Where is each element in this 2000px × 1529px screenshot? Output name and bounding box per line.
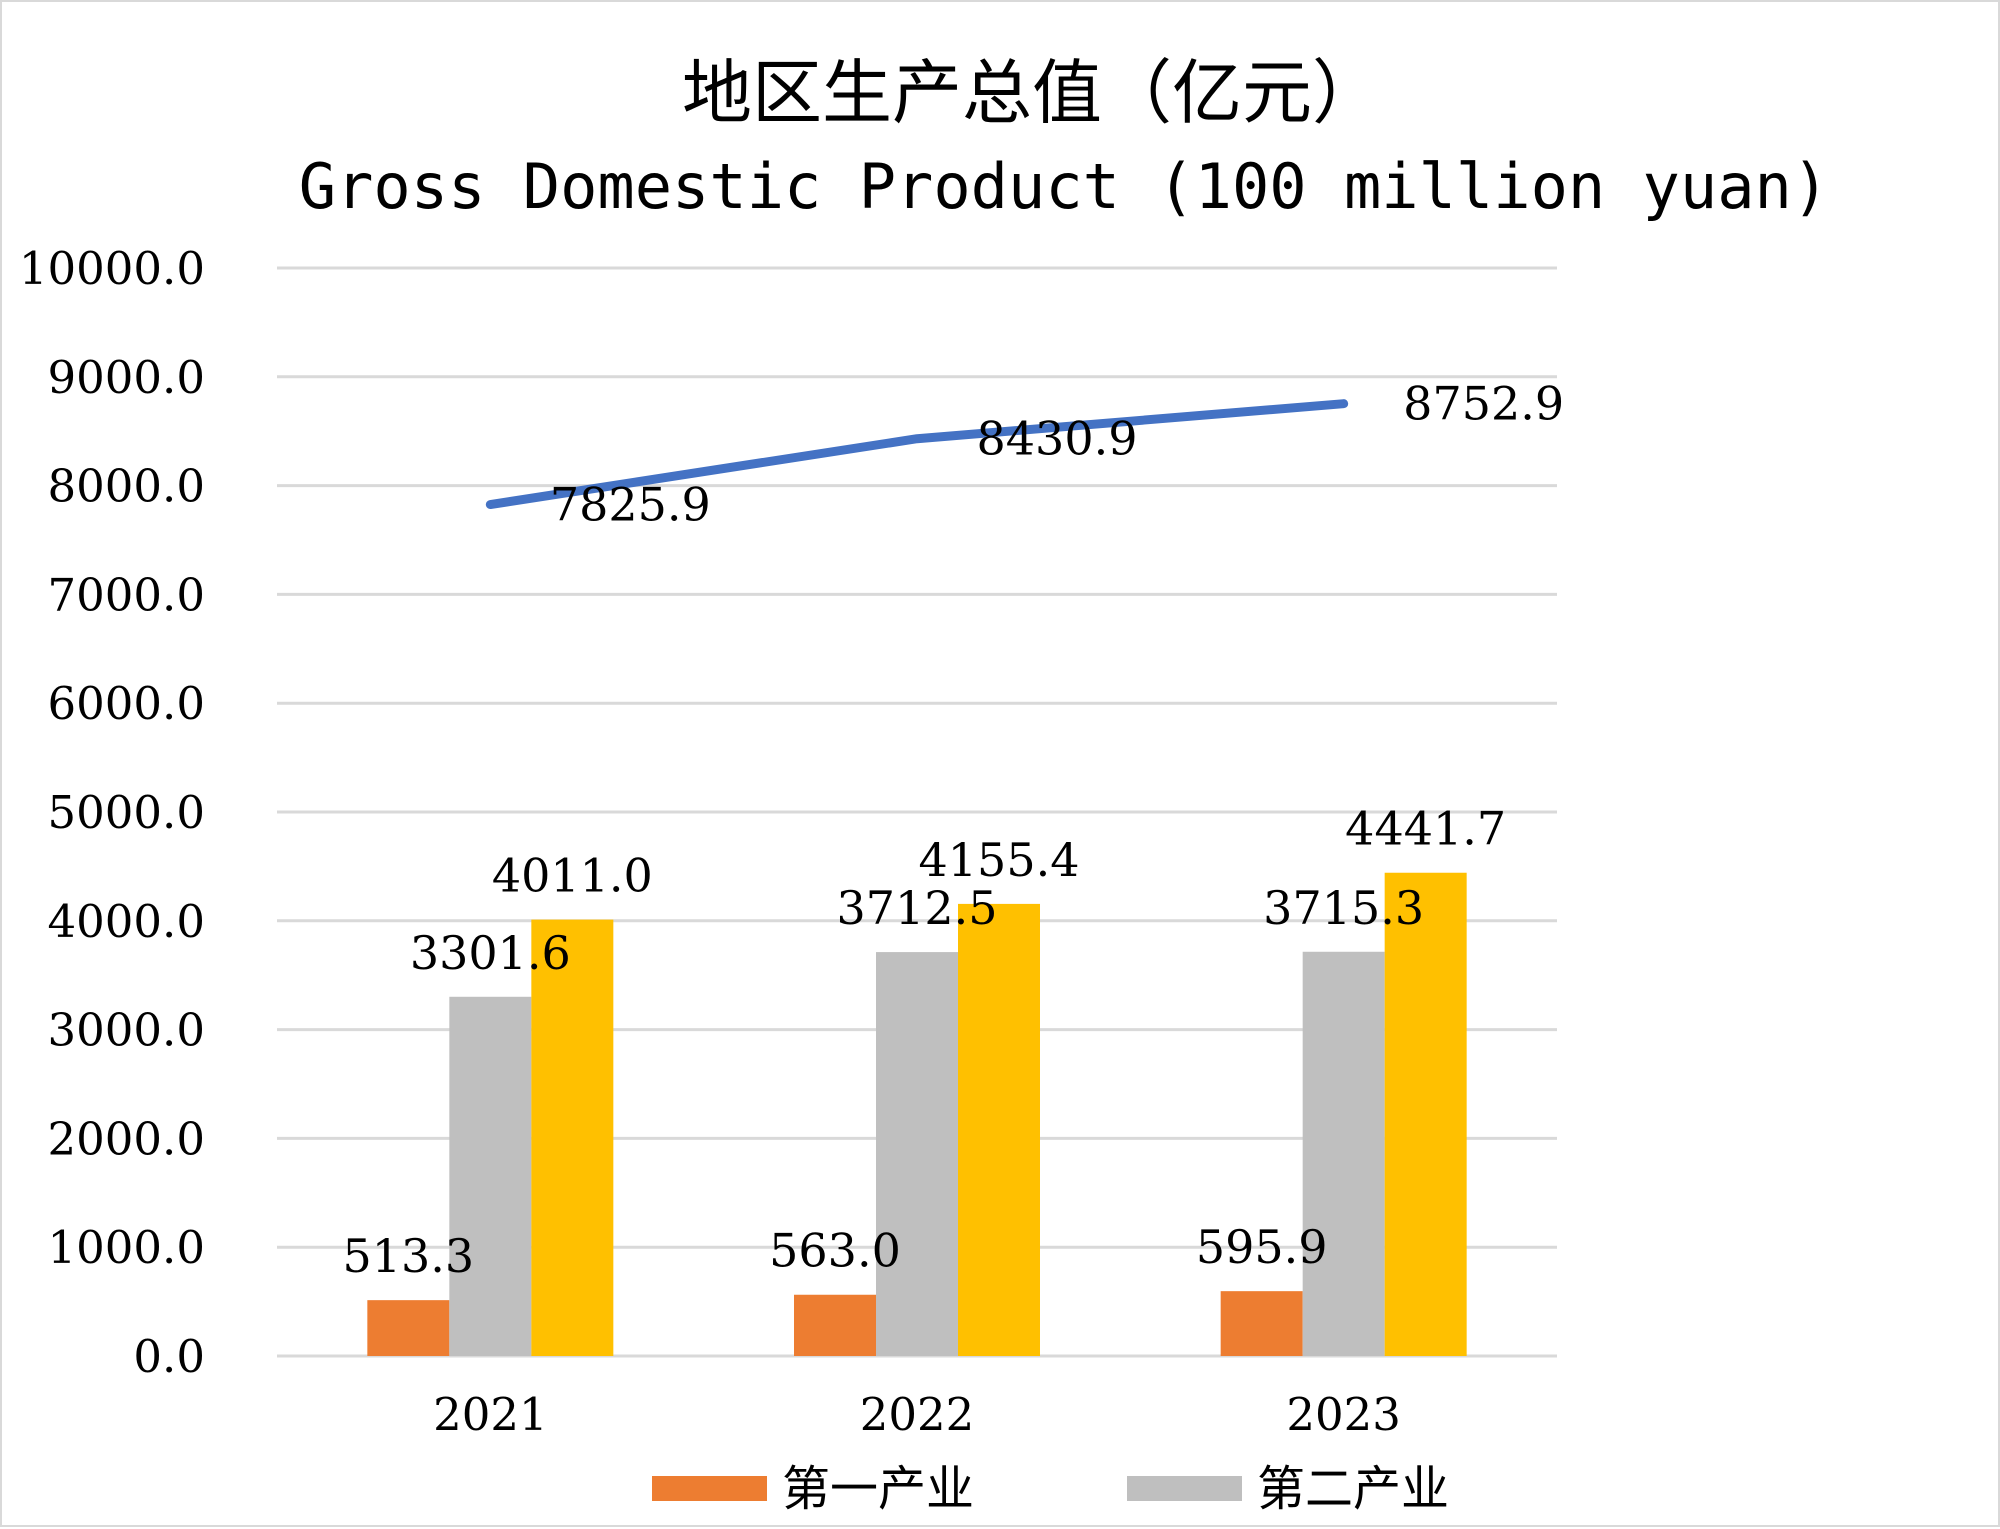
y-tick-label-2: 2000.0 — [48, 1112, 205, 1165]
line-series-3 — [485, 399, 1349, 510]
chart-title: 地区生产总值（亿元） — [682, 52, 1382, 134]
data-labels: 513.3 563.0 595.9 3301.6 3712.5 3715.3 4011.0 4… — [342, 377, 1564, 1283]
x-tick-label-2022: 2022 — [860, 1388, 975, 1441]
y-tick-label-10: 10000.0 — [19, 242, 205, 295]
bar-label-0-2022: 563.0 — [769, 1224, 901, 1278]
bar-label-1-2022: 3712.5 — [837, 881, 998, 935]
y-tick-label-7: 7000.0 — [48, 568, 205, 621]
legend-label-1: 第二产业 — [1257, 1461, 1449, 1517]
bar-2-2022 — [958, 903, 1040, 1356]
legend: 第一产业 第二产业 — [652, 1461, 1449, 1517]
y-tick-label-6: 6000.0 — [48, 677, 205, 730]
y-tick-label-9: 9000.0 — [48, 351, 205, 404]
bar-label-1-2021: 3301.6 — [410, 926, 571, 980]
chart-subtitle: Gross Domestic Product (100 million yuan… — [299, 150, 1829, 223]
y-tick-label-5: 5000.0 — [48, 786, 205, 839]
bars — [367, 872, 1467, 1356]
y-tick-label-0: 0.0 — [133, 1330, 205, 1383]
bar-1-2023 — [1302, 951, 1385, 1356]
legend-swatch-1 — [1127, 1476, 1242, 1501]
x-tick-label-2021: 2021 — [433, 1388, 548, 1441]
y-tick-label-8: 8000.0 — [48, 460, 205, 513]
bar-2-2023 — [1384, 872, 1467, 1356]
bar-1-2021 — [449, 996, 532, 1356]
bar-2-2021 — [531, 919, 614, 1356]
line-label-2021: 7825.9 — [550, 478, 711, 532]
bar-label-2-2023: 4441.7 — [1345, 802, 1506, 856]
y-axis-tick-labels: 0.0 1000.0 2000.0 3000.0 4000.0 5000.0 6000.0 7… — [19, 242, 205, 1383]
bar-label-2-2022: 4155.4 — [919, 833, 1080, 887]
bar-label-1-2023: 3715.3 — [1263, 881, 1424, 935]
bar-1-2022 — [876, 952, 958, 1356]
legend-label-0: 第一产业 — [782, 1461, 974, 1517]
x-tick-label-2023: 2023 — [1286, 1388, 1401, 1441]
bar-label-0-2023: 595.9 — [1196, 1220, 1328, 1274]
line-label-2023: 8752.9 — [1403, 377, 1564, 431]
bar-0-2023 — [1220, 1291, 1303, 1356]
bar-label-2-2021: 4011.0 — [492, 849, 653, 903]
legend-swatch-0 — [652, 1476, 767, 1501]
y-tick-label-1: 1000.0 — [48, 1221, 205, 1274]
y-tick-label-3: 3000.0 — [48, 1004, 205, 1057]
bar-label-0-2021: 513.3 — [342, 1229, 474, 1283]
x-axis-tick-labels: 2021 2022 2023 — [433, 1388, 1401, 1441]
line-series — [485, 399, 1349, 510]
bar-0-2022 — [794, 1294, 876, 1356]
line-label-2022: 8430.9 — [977, 412, 1138, 466]
y-tick-label-4: 4000.0 — [48, 895, 205, 948]
bar-0-2021 — [367, 1300, 450, 1356]
